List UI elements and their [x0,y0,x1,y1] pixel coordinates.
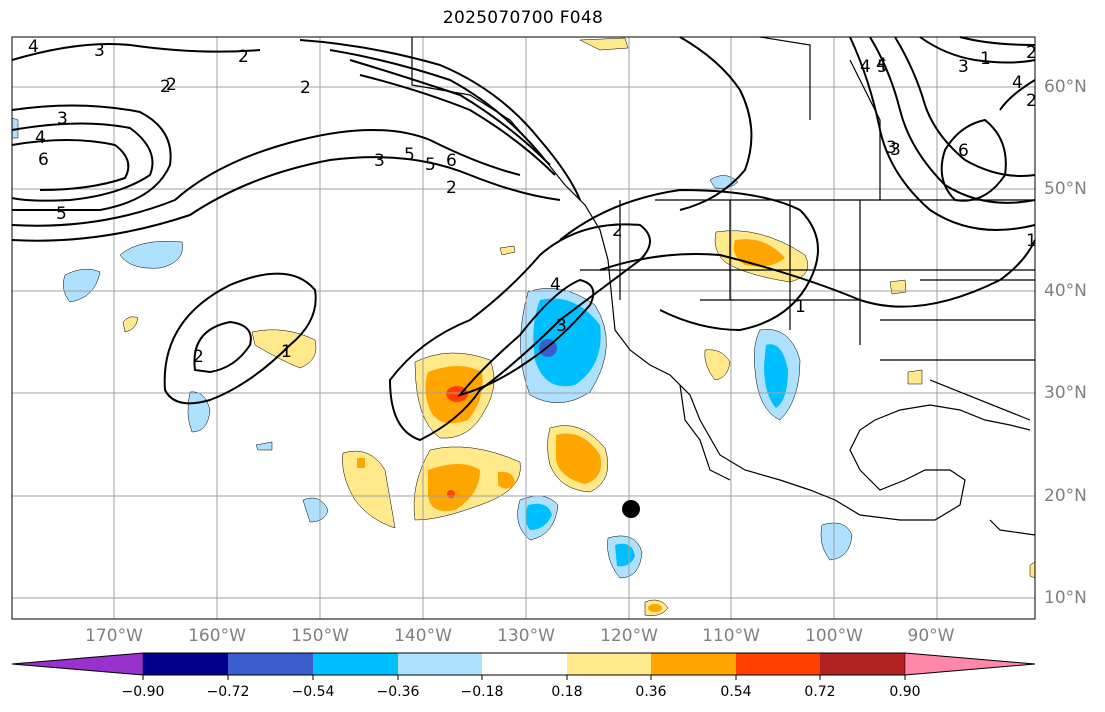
contour-label: 2 [166,75,177,95]
lon-label: 100°W [805,626,863,646]
colorbar-tick-label: 0.54 [720,684,752,700]
storm-position-dot [622,500,640,518]
lat-label: 20°N [1044,486,1087,506]
contour-label: 2 [193,347,204,367]
colorbar-segment [651,653,736,675]
colorbar-tick-label: −0.36 [376,684,420,700]
lat-label: 50°N [1044,179,1087,199]
contour-label: 2 [160,77,171,97]
contour-label: 2 [1026,91,1037,111]
colorbar-segment [820,653,905,675]
lon-label: 130°W [497,626,555,646]
colorbar-segment [398,653,482,675]
lat-label: 60°N [1044,77,1087,97]
colorbar-segment [228,653,313,675]
contour-label: 3 [57,109,68,129]
lat-label: 30°N [1044,383,1087,403]
contour-label: 4 [876,55,887,75]
colorbar-max-extension [904,652,1036,676]
colorbar-tick-label: 0.72 [804,684,836,700]
contour-label: 2 [300,78,311,98]
contour-label: 4 [28,37,39,57]
colorbar-tick-label: 0.18 [551,684,583,700]
contour-label: 2 [238,47,249,67]
contour-label: 1 [980,49,991,69]
lon-label: 110°W [702,626,760,646]
lon-label: 160°W [188,626,246,646]
lon-label: 170°W [85,626,143,646]
contour-label: 5 [877,57,888,77]
contour-label: 5 [404,145,415,165]
colorbar-tick-label: −0.54 [291,684,335,700]
colorbar-tick-label: −0.90 [121,684,165,700]
colorbar-tick-label: −0.72 [206,684,250,700]
contour-label: 6 [38,150,49,170]
colorbar-tick-label: 0.36 [635,684,667,700]
contour-label: 4 [35,128,46,148]
gridlines [12,37,1035,619]
contour-label: 2 [1026,43,1037,63]
contour-label: 1 [795,297,806,317]
contour-label: 6 [446,151,457,171]
contour-label: 6 [958,141,969,161]
map-panel: 4 3 2 2 3 4 6 5 3 2 1 2 3 4 5 6 1 2 1 2 … [11,36,1037,620]
colorbar-segment [143,653,228,675]
lat-label: 10°N [1044,588,1087,608]
colorbar-min-extension [11,652,144,676]
contour-label: 2 [612,221,623,241]
contour-label: 3 [94,41,105,61]
colorbar-segment [313,653,398,675]
contour-label: 1 [281,342,292,362]
contour-label: 4 [860,57,871,77]
contour-label: 3 [958,57,969,77]
contour-lines [11,36,1036,442]
colorbar-tick-label: 0.90 [889,684,921,700]
colorbar-segment [482,653,567,675]
anomaly-shading [11,37,1036,616]
contour-label: 2 [446,178,457,198]
colorbar-segment [736,653,820,675]
contour-label: 5 [425,155,436,175]
colorbar-segment [567,653,651,675]
lon-label: 90°W [907,626,955,646]
contour-label: 4 [1012,73,1023,93]
contour-label: 3 [886,138,897,158]
lon-label: 140°W [394,626,452,646]
colorbar-tick-label: −0.18 [460,684,504,700]
lon-label: 120°W [600,626,658,646]
contour-label: 5 [56,204,67,224]
map-border [11,36,1036,620]
contour-label: 3 [374,151,385,171]
lat-label: 40°N [1044,281,1087,301]
contour-label-group: 4 3 2 2 3 4 6 5 3 2 1 2 3 4 5 6 1 2 1 2 … [28,37,1037,367]
contour-label: 3 [556,316,567,336]
contour-label: 1 [1026,231,1037,251]
map-title: 2025070700 F048 [442,8,604,28]
contour-label: 3 [890,140,901,160]
colorbar [11,652,1036,680]
contour-label: 4 [550,275,561,295]
lon-label: 150°W [291,626,349,646]
